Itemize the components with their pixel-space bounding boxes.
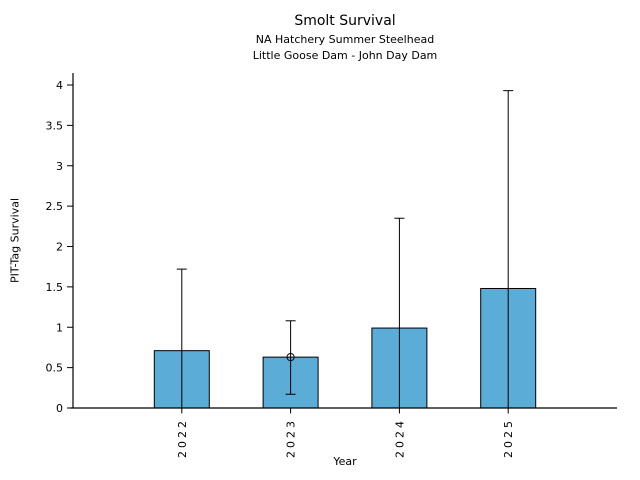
x-tick-label-2023: 2023 [285,418,298,458]
y-tick-label: 2.5 [46,200,64,213]
y-tick-label: 3 [56,160,63,173]
x-axis-label: Year [333,455,357,468]
y-tick-label: 1 [56,321,63,334]
y-tick-label: 4 [56,79,63,92]
chart-title: Smolt Survival [294,13,396,29]
y-tick-label: 0 [56,402,63,415]
chart-subtitle-line2: Little Goose Dam - John Day Dam [252,49,438,62]
open-circle-marker-2023 [286,353,295,362]
y-tick-label: 0.5 [46,362,64,375]
y-tick-label: 2 [56,241,63,254]
x-tick-label-2022: 2022 [176,418,189,458]
chart-subtitle-line1: NA Hatchery Summer Steelhead [255,33,435,46]
x-tick-label-2025: 2025 [502,418,515,458]
y-tick-label: 3.5 [46,119,64,132]
y-tick-label: 1.5 [46,281,64,294]
x-tick-label-2024: 2024 [393,418,406,458]
